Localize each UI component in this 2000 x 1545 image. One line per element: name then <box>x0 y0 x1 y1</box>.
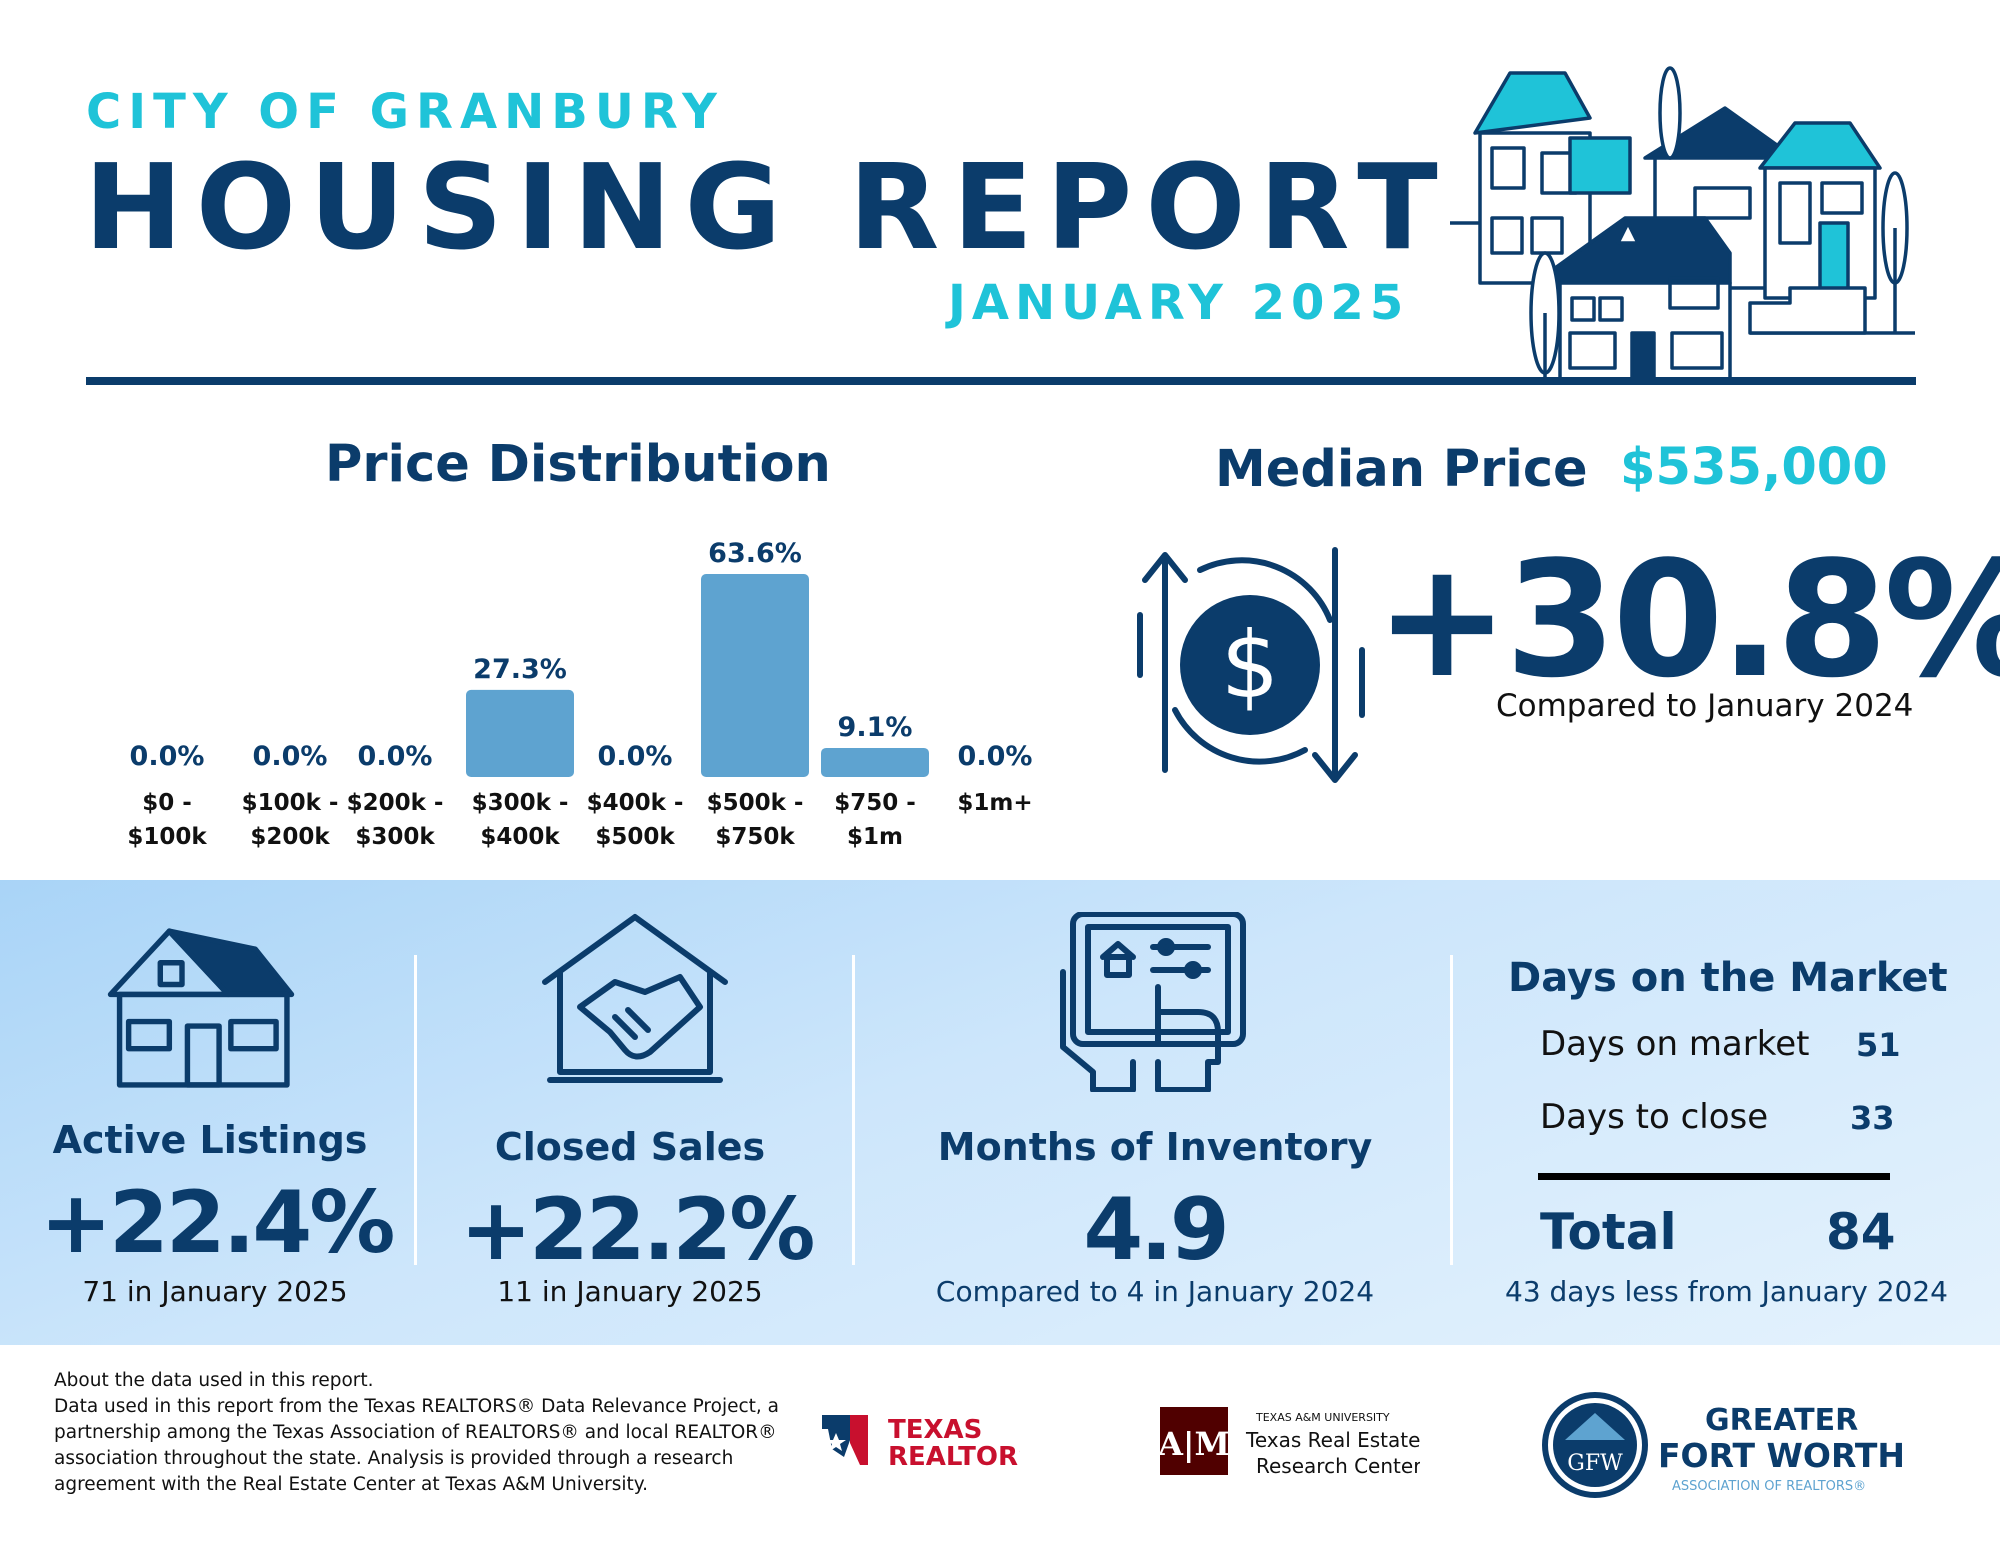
bar-value-label: 0.0% <box>358 741 433 772</box>
months-inventory-note: Compared to 4 in January 2024 <box>935 1275 1375 1308</box>
tamu-small-text: TEXAS A&M UNIVERSITY <box>1255 1411 1390 1424</box>
category-label: $500k <box>595 824 675 850</box>
bar-value-label: 27.3% <box>473 654 567 685</box>
header-rule <box>86 377 1916 385</box>
category-label: $500k - <box>707 790 804 816</box>
category-label: $200k <box>250 824 330 850</box>
stats-band <box>0 880 2000 1345</box>
days-on-market-note: 43 days less from January 2024 <box>1505 1275 1948 1308</box>
days-on-market-title: Days on the Market <box>1508 955 1948 1001</box>
report-month: JANUARY 2025 <box>948 275 1410 331</box>
about-body: Data used in this report from the Texas … <box>54 1396 779 1495</box>
texas-realtors-logo: TEXAS REALTORS <box>822 1415 1020 1472</box>
bar-value-label: 63.6% <box>708 538 802 569</box>
house-icon <box>107 928 295 1088</box>
days-total-value: 84 <box>1826 1203 1896 1261</box>
price-distribution-chart: 0.0% $0 - $100k 0.0% $100k - $200k 0.0% $200k -… <box>127 538 1033 850</box>
days-total-label: Total <box>1540 1203 1677 1261</box>
bar-value-label: 0.0% <box>958 741 1033 772</box>
svg-text:GFW: GFW <box>1567 1451 1623 1476</box>
median-price-compare: Compared to January 2024 <box>1496 688 1914 724</box>
tablet-icon <box>1060 912 1246 1092</box>
about-title: About the data used in this report. <box>54 1370 374 1391</box>
median-price-label: Median Price <box>1215 440 1588 499</box>
months-inventory-value: 4.9 <box>1083 1180 1229 1280</box>
logo-text-texas: TEXAS <box>888 1415 982 1445</box>
days-on-market-row-value: 51 <box>1856 1026 1901 1064</box>
svg-text:$: $ <box>1221 612 1280 719</box>
category-label: $0 - <box>142 790 192 816</box>
category-label: $1m+ <box>957 790 1032 816</box>
months-inventory-label: Months of Inventory <box>937 1125 1373 1169</box>
category-label: $750k <box>715 824 795 850</box>
category-label: $300k - <box>472 790 569 816</box>
price-bar <box>821 747 929 777</box>
gfw-line3: ASSOCIATION OF REALTORS® <box>1672 1479 1866 1494</box>
price-distribution-title: Price Distribution <box>325 435 831 494</box>
median-price-change: +30.8% <box>1375 526 2000 713</box>
city-name: CITY OF GRANBURY <box>86 84 724 140</box>
closed-sales-value: +22.2% <box>460 1180 815 1280</box>
gfw-line1: GREATER <box>1705 1403 1858 1438</box>
active-listings-value: +22.4% <box>40 1173 395 1273</box>
category-label: $100k - <box>242 790 339 816</box>
category-label: $750 - <box>834 790 916 816</box>
texas-am-logo: A|M TEXAS A&M UNIVERSITY Texas Real Esta… <box>1160 1407 1420 1478</box>
stats-divider <box>852 955 855 1265</box>
days-on-market-row-label: Days on market <box>1540 1024 1810 1064</box>
category-label: $400k <box>480 824 560 850</box>
dollar-exchange-icon: $ <box>1137 547 1365 783</box>
category-label: $400k - <box>587 790 684 816</box>
days-to-close-row-label: Days to close <box>1540 1097 1769 1137</box>
bar-value-label: 9.1% <box>838 712 913 743</box>
stats-divider <box>1450 955 1453 1265</box>
handshake-house-icon <box>542 914 728 1083</box>
category-label: $100k <box>127 824 207 850</box>
closed-sales-note: 11 in January 2025 <box>497 1275 763 1308</box>
tamu-line1: Texas Real Estate <box>1245 1428 1420 1452</box>
median-price-value: $535,000 <box>1620 438 1888 497</box>
tamu-line2: Research Center <box>1256 1454 1420 1478</box>
price-bar <box>701 574 809 777</box>
active-listings-label: Active Listings <box>52 1118 368 1162</box>
about-data: About the data used in this report. Data… <box>54 1368 794 1498</box>
days-to-close-row-value: 33 <box>1850 1099 1895 1137</box>
bar-value-label: 0.0% <box>598 741 673 772</box>
stats-divider <box>414 955 417 1265</box>
svg-text:A|M: A|M <box>1160 1425 1230 1463</box>
gfw-line2: FORT WORTH <box>1658 1436 1905 1475</box>
category-label: $200k - <box>347 790 444 816</box>
report-title: HOUSING REPORT <box>84 138 1451 276</box>
price-bar <box>466 689 574 777</box>
category-label: $300k <box>355 824 435 850</box>
houses-illustration-icon <box>1450 66 1915 383</box>
greater-fort-worth-logo: GFW GREATER FORT WORTH ASSOCIATION OF RE… <box>1542 1392 1905 1498</box>
bar-value-label: 0.0% <box>130 741 205 772</box>
logo-text-realtors: REALTORS <box>888 1442 1020 1472</box>
closed-sales-label: Closed Sales <box>494 1125 766 1169</box>
category-label: $1m <box>847 824 903 850</box>
total-divider <box>1538 1173 1890 1180</box>
active-listings-note: 71 in January 2025 <box>82 1275 348 1308</box>
bar-value-label: 0.0% <box>253 741 328 772</box>
